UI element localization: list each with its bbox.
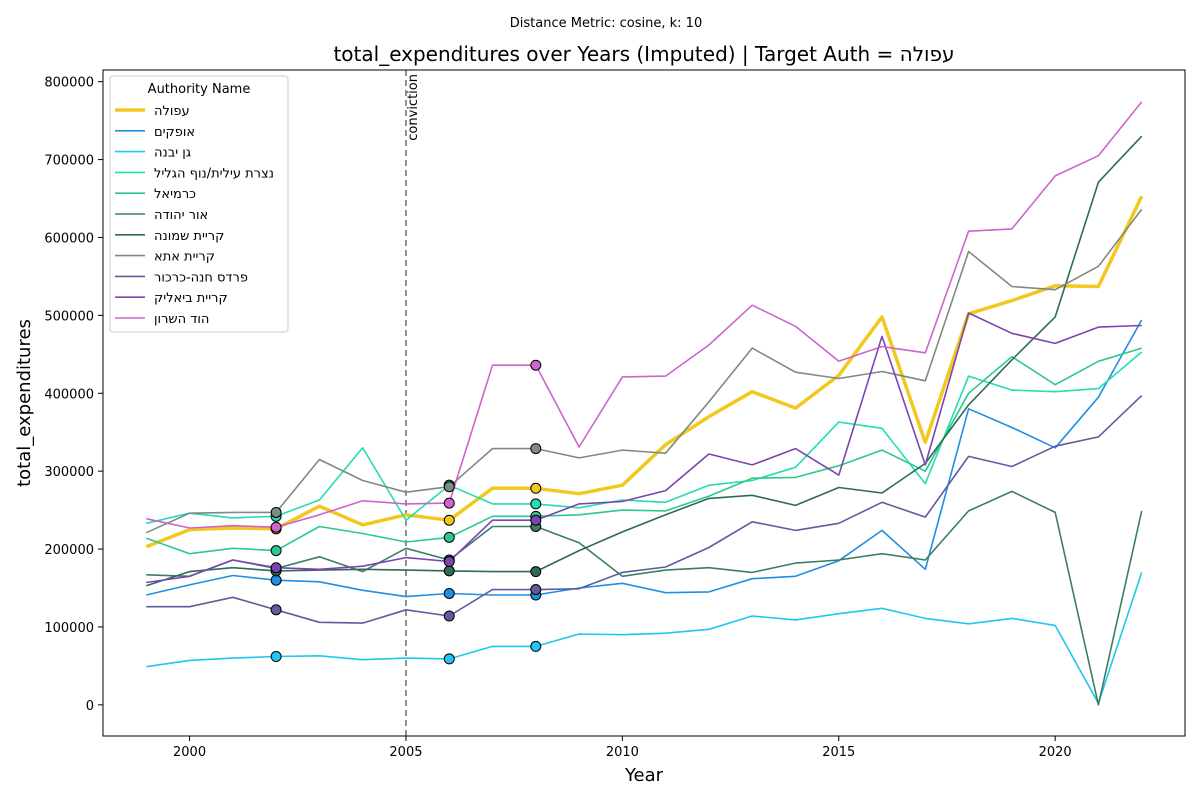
imputed-marker-0-2006 bbox=[443, 514, 455, 526]
imputed-marker-2-2008 bbox=[530, 640, 542, 652]
imputed-marker-7-2008 bbox=[530, 443, 542, 455]
imputed-marker-9-2008 bbox=[530, 514, 542, 526]
x-tick-label-2020: 2020 bbox=[1039, 745, 1072, 760]
imputed-marker-2-2002 bbox=[270, 651, 282, 663]
imputed-marker-9-2006 bbox=[443, 556, 455, 568]
series-line-4 bbox=[146, 347, 1142, 555]
imputed-marker-8-2002 bbox=[270, 604, 282, 616]
series-line-7 bbox=[145, 208, 1143, 534]
y-tick-label-400000: 400000 bbox=[44, 387, 94, 402]
legend-label-8: פרדס חנה-כרכור bbox=[154, 270, 248, 285]
legend-label-6: קריית שמונה bbox=[154, 229, 224, 244]
imputed-marker-1-2006 bbox=[443, 587, 455, 599]
imputed-marker-4-2006 bbox=[443, 531, 455, 543]
imputed-marker-10-2006 bbox=[443, 497, 455, 509]
y-tick-label-800000: 800000 bbox=[44, 76, 94, 91]
chart-title: total_expenditures over Years (Imputed) … bbox=[333, 42, 954, 66]
imputed-marker-8-2008 bbox=[530, 584, 542, 596]
series-line-0 bbox=[145, 195, 1144, 549]
plot-frame bbox=[102, 69, 1186, 737]
x-axis-label: Year bbox=[624, 765, 664, 786]
legend-box bbox=[109, 75, 289, 333]
imputed-marker-7-2002 bbox=[270, 506, 282, 518]
x-axis: 2000 2005 2010 2015 2020 bbox=[173, 736, 1072, 760]
imputed-marker-3-2008 bbox=[530, 498, 542, 510]
series-line-3 bbox=[146, 351, 1143, 525]
legend: Authority Name עפולה אופקים גן יבנה נצרת עי… bbox=[109, 75, 289, 333]
series-line-1 bbox=[146, 319, 1143, 598]
y-tick-label-0: 0 bbox=[86, 699, 94, 714]
conviction-label: conviction bbox=[406, 74, 421, 141]
y-tick-label-600000: 600000 bbox=[44, 231, 94, 246]
imputed-marker-1-2002 bbox=[270, 574, 282, 586]
imputed-marker-10-2002 bbox=[270, 521, 282, 533]
chart-suptitle: Distance Metric: cosine, k: 10 bbox=[510, 16, 702, 31]
y-tick-label-300000: 300000 bbox=[44, 465, 94, 480]
y-axis-label: total_expenditures bbox=[14, 319, 35, 487]
legend-title: Authority Name bbox=[148, 82, 251, 97]
legend-label-0: עפולה bbox=[154, 104, 190, 119]
x-tick-label-2010: 2010 bbox=[606, 745, 639, 760]
legend-label-2: גן יבנה bbox=[154, 146, 191, 161]
y-tick-label-700000: 700000 bbox=[44, 154, 94, 169]
imputed-marker-4-2002 bbox=[270, 545, 282, 557]
x-tick-label-2015: 2015 bbox=[822, 745, 855, 760]
y-tick-label-200000: 200000 bbox=[44, 543, 94, 558]
x-tick-label-2005: 2005 bbox=[389, 745, 422, 760]
imputed-marker-10-2008 bbox=[530, 359, 542, 371]
imputed-marker-7-2006 bbox=[443, 481, 455, 493]
legend-label-3: נצרת עילית/נוף הגליל bbox=[154, 166, 274, 181]
legend-label-5: אור יהודה bbox=[154, 208, 208, 223]
y-tick-label-500000: 500000 bbox=[44, 309, 94, 324]
legend-label-9: קריית ביאליק bbox=[154, 291, 228, 306]
series-line-6 bbox=[146, 135, 1143, 587]
legend-label-7: קריית אתא bbox=[154, 250, 215, 265]
imputed-marker-0-2008 bbox=[530, 482, 542, 494]
x-tick-label-2000: 2000 bbox=[173, 745, 206, 760]
imputed-marker-6-2006 bbox=[443, 565, 455, 577]
imputed-marker-6-2008 bbox=[530, 566, 542, 578]
y-tick-label-100000: 100000 bbox=[44, 621, 94, 636]
series-line-10 bbox=[146, 101, 1143, 529]
series-line-9 bbox=[146, 312, 1142, 584]
imputed-marker-2-2006 bbox=[443, 653, 455, 665]
legend-label-10: הוד השרון bbox=[154, 312, 209, 327]
imputed-marker-9-2002 bbox=[270, 562, 282, 574]
series-line-8 bbox=[146, 395, 1143, 624]
imputed-marker-8-2006 bbox=[443, 610, 455, 622]
legend-label-4: כרמיאל bbox=[154, 187, 196, 202]
legend-label-1: אופקים bbox=[154, 125, 195, 140]
series-line-5 bbox=[146, 490, 1143, 706]
y-axis: 0 100000 200000 300000 400000 500000 600000 700… bbox=[44, 76, 103, 714]
plot-area: conviction bbox=[145, 70, 1144, 736]
series-line-2 bbox=[146, 572, 1143, 705]
